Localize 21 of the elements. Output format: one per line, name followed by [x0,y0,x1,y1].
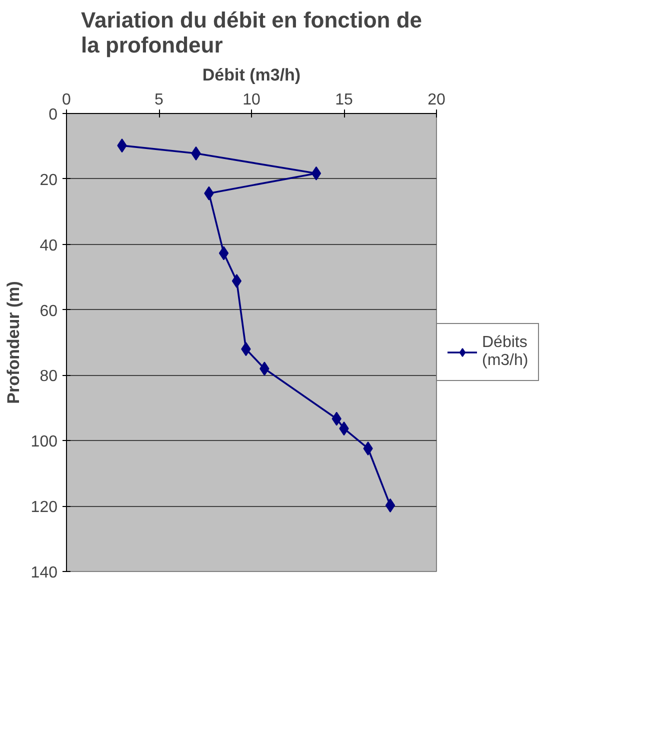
x-axis-title: Débit (m3/h) [202,66,301,84]
x-tick-label: 15 [335,92,353,108]
y-tick-label: 20 [40,172,58,189]
x-tick-label: 0 [62,92,72,108]
y-axis-title: Profondeur (m) [4,281,23,404]
y-tick-label: 120 [30,499,58,516]
x-tick-label: 5 [154,92,164,108]
point [385,498,396,512]
y-tick-label: 140 [30,564,58,582]
y-tick-label: 40 [40,237,58,254]
x-tick-label: 20 [428,92,446,108]
y-tick-label: 60 [40,302,58,320]
point [218,246,229,260]
x-tick-label: 10 [242,92,260,108]
point [311,166,322,180]
y-tick-label: 0 [48,106,58,124]
point [232,274,242,288]
y-tick-label: 80 [40,368,58,386]
legend-label: Débits (m3/h) [482,334,528,370]
chart-title: Variation du débit en fonction de la profondeur [80,8,422,58]
y-tick-label: 100 [30,434,58,451]
